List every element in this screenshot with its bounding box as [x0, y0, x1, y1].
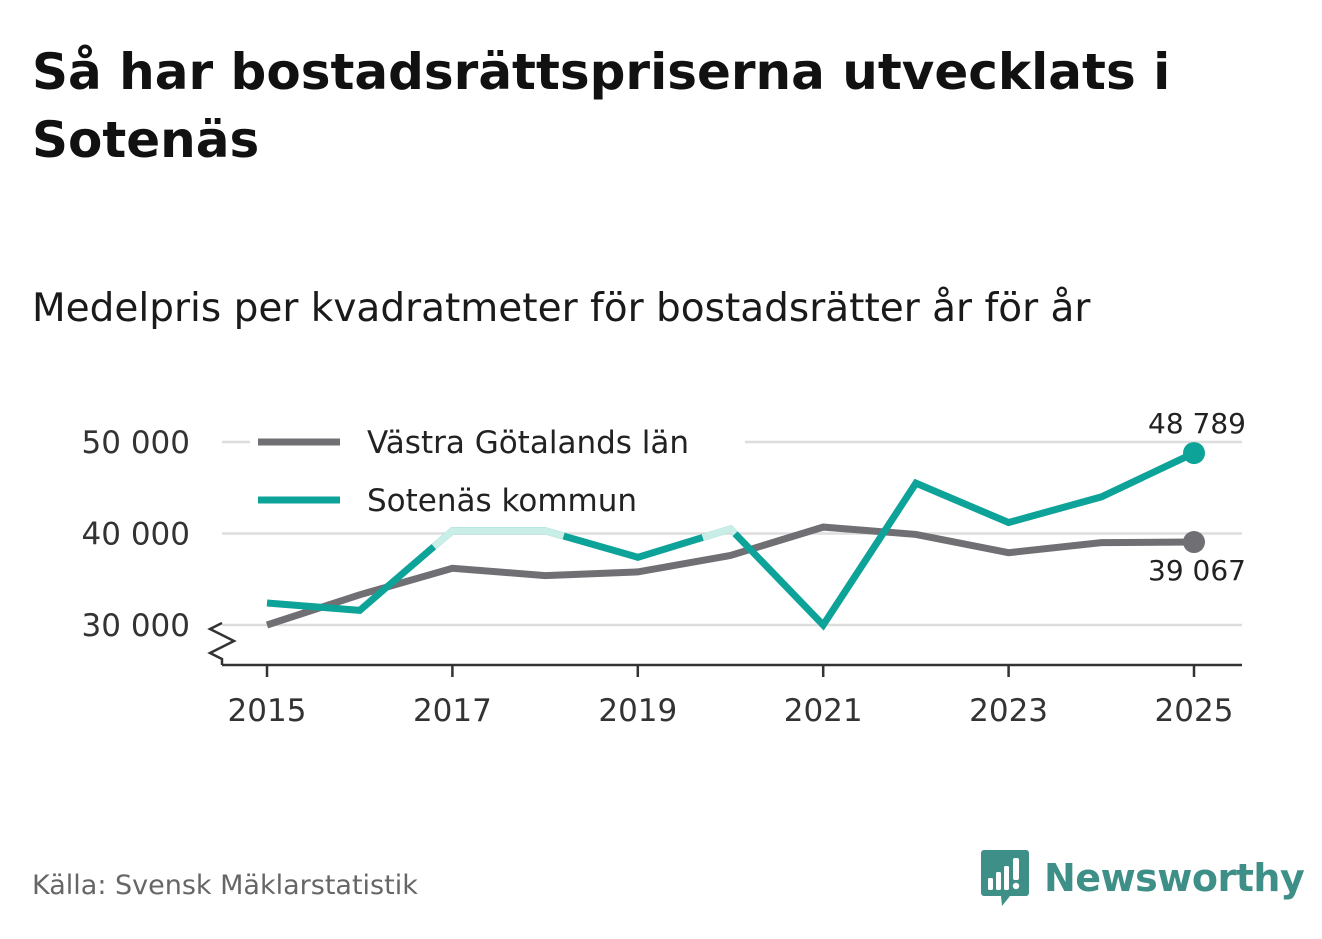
source-note: Källa: Svensk Mäklarstatistik [32, 870, 418, 901]
series-line-highlight-municipality [431, 527, 565, 550]
chart-subtitle: Medelpris per kvadratmeter för bostadsrä… [32, 286, 1091, 331]
y-tick-label: 40 000 [82, 517, 190, 553]
legend-label-municipality: Sotenäs kommun [367, 483, 637, 519]
y-tick-label: 30 000 [82, 608, 190, 644]
end-label-region: 39 067 [1148, 554, 1246, 587]
end-point-region [1183, 531, 1205, 554]
series-lines [265, 442, 1205, 631]
y-tick-label: 50 000 [82, 425, 190, 461]
y-axis-break-marker [207, 621, 237, 665]
series-line-highlight-municipality [701, 524, 738, 541]
x-tick-label: 2021 [784, 693, 863, 729]
newsworthy-brand: Newsworthy [980, 848, 1305, 908]
line-chart: 30 000 40 000 50 000 2015 2017 2019 2021 2023 20… [82, 402, 1246, 729]
x-tick-label: 2023 [969, 693, 1048, 729]
series-line-region [265, 523, 1195, 629]
legend-background [250, 460, 745, 514]
data-labels: 48 789 39 067 [1148, 407, 1246, 587]
x-tick-label: 2025 [1155, 693, 1234, 729]
x-tick-label: 2017 [413, 693, 492, 729]
legend-background [250, 402, 745, 456]
axes: 30 000 40 000 50 000 2015 2017 2019 2021 2023 20… [82, 425, 1242, 729]
end-point-municipality [1183, 442, 1205, 465]
chart-title: Så har bostadsrättspriserna utvecklats i… [32, 43, 1171, 169]
x-tick-label: 2019 [598, 693, 677, 729]
legend-label-region: Västra Götalands län [367, 425, 689, 461]
newsworthy-logo-icon [981, 850, 1029, 906]
legend: Västra Götalands län Sotenäs kommun [250, 402, 745, 519]
end-label-municipality: 48 789 [1148, 407, 1246, 440]
brand-name: Newsworthy [1044, 856, 1305, 900]
x-tick-label: 2015 [228, 693, 307, 729]
